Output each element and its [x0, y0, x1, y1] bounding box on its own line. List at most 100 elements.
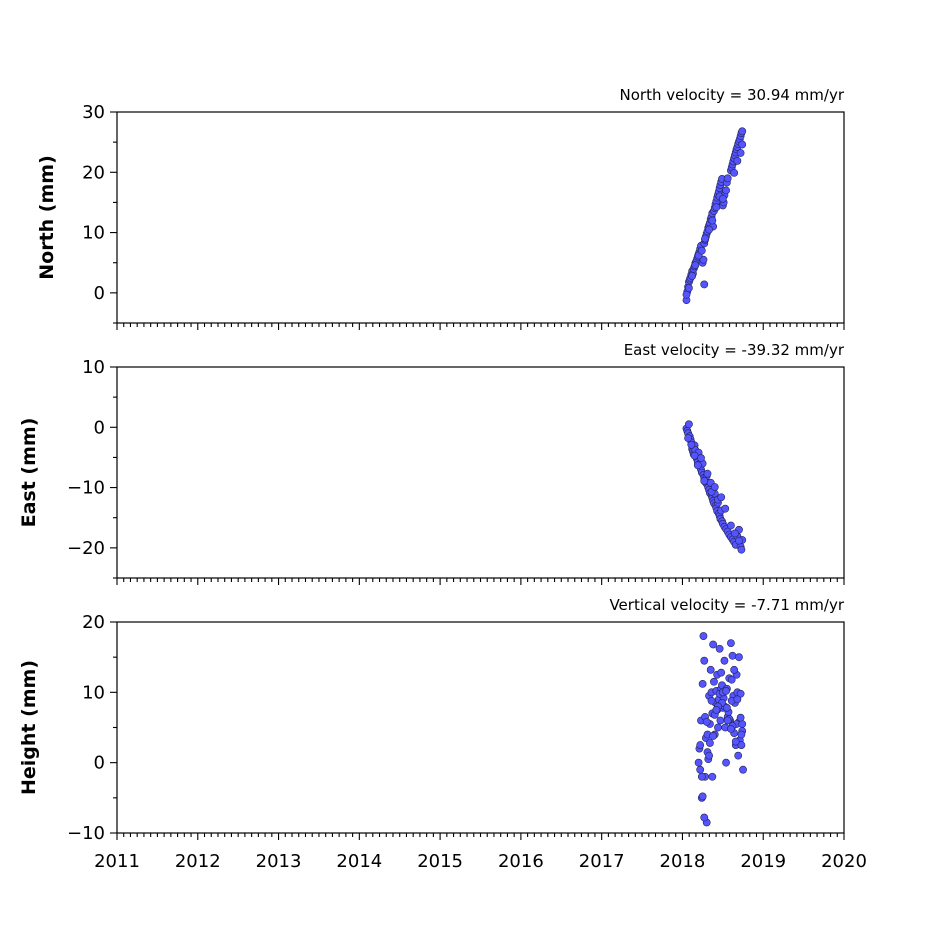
east-y-axis-label: East (mm)	[18, 418, 40, 528]
x-tick-label: 2017	[579, 851, 625, 872]
east-panel: −20 −10 0 10 East (mm) East velocity = -39.32…	[18, 341, 845, 585]
north-data-point	[708, 216, 717, 225]
north-y-tick-label: 10	[82, 223, 105, 244]
height-data-point	[716, 716, 725, 725]
height-data-point	[717, 668, 726, 677]
north-data-point	[738, 127, 747, 136]
height-data-point	[706, 665, 715, 674]
east-y-tick-label: 10	[82, 357, 105, 378]
east-data-point	[685, 420, 693, 429]
height-data-point	[700, 813, 709, 822]
height-data-point	[694, 758, 703, 767]
north-data-point	[705, 225, 714, 234]
height-y-tick-label: 10	[82, 682, 105, 703]
height-data-point	[720, 656, 729, 665]
height-data-point	[739, 765, 747, 774]
east-data-point	[693, 461, 702, 470]
height-data-point	[723, 716, 732, 725]
x-tick-label: 2019	[740, 851, 786, 872]
north-data-point	[688, 272, 697, 280]
height-data-point	[727, 639, 735, 647]
height-data-point	[735, 653, 743, 662]
north-y-axis-label: North (mm)	[36, 155, 58, 280]
east-y-tick-label: −20	[67, 538, 105, 559]
height-data-point	[737, 741, 746, 749]
x-tick-label: 2013	[256, 851, 302, 872]
east-data-point	[687, 440, 696, 449]
north-data-point	[722, 186, 730, 195]
height-data-point	[722, 687, 730, 695]
north-data-point	[733, 156, 742, 165]
north-data-point	[701, 234, 709, 243]
east-velocity-annotation: East velocity = -39.32 mm/yr	[624, 341, 845, 359]
east-data-point	[717, 493, 726, 502]
x-tick-label: 2020	[821, 851, 867, 872]
east-data-point	[731, 529, 739, 538]
height-data-point	[707, 696, 716, 705]
height-data-point	[738, 720, 747, 728]
north-data-point	[738, 140, 747, 149]
north-panel: 0 10 20 30 North (mm) North velocity = 30.94 …	[36, 86, 845, 330]
north-data-point	[682, 290, 691, 299]
height-data-point	[722, 758, 730, 767]
height-data-point	[714, 723, 722, 732]
height-data-point	[702, 717, 711, 726]
height-data-point	[700, 656, 709, 665]
x-tick-label: 2014	[336, 851, 382, 872]
north-y-tick-label: 0	[94, 283, 105, 304]
height-y-axis-label: Height (mm)	[18, 660, 40, 795]
height-data-point	[727, 675, 736, 684]
height-data-point	[715, 644, 724, 653]
height-data-point	[706, 739, 714, 747]
north-data-point	[685, 284, 693, 292]
height-data-point	[731, 737, 740, 746]
east-data-point	[700, 477, 709, 485]
x-tick-label: 2016	[498, 851, 544, 872]
height-data-point	[728, 651, 737, 660]
north-velocity-annotation: North velocity = 30.94 mm/yr	[620, 86, 845, 104]
height-data-point	[698, 792, 707, 801]
east-data-point	[737, 545, 746, 554]
height-data-point	[698, 679, 707, 688]
east-y-tick-label: −10	[67, 478, 105, 499]
height-data-point	[697, 772, 706, 781]
east-data-point	[727, 521, 735, 530]
height-data-point	[733, 695, 742, 704]
height-y-tick-label: −10	[67, 823, 105, 844]
height-data-point	[722, 703, 731, 712]
height-data-point	[696, 741, 705, 749]
east-data-point	[710, 483, 719, 491]
height-data-point	[710, 677, 718, 686]
north-data-point	[712, 203, 721, 212]
north-data-point	[697, 246, 706, 255]
north-y-tick-label: 20	[82, 162, 105, 183]
north-data-point	[723, 174, 732, 183]
height-data-point	[696, 765, 705, 774]
north-data-point	[736, 149, 745, 157]
height-y-tick-label: 20	[82, 612, 105, 633]
east-data-point	[721, 504, 730, 513]
east-data-point	[697, 454, 705, 462]
height-data-point	[708, 772, 717, 781]
north-data-point	[730, 168, 739, 177]
height-data-point	[699, 632, 708, 640]
height-data-point	[737, 730, 746, 739]
x-tick-label: 2018	[660, 851, 706, 872]
height-data-point	[712, 706, 721, 714]
north-data-point	[718, 194, 727, 203]
north-data-point	[700, 280, 709, 289]
east-y-tick-label: 0	[94, 417, 105, 438]
north-data-point	[691, 261, 700, 270]
x-tick-label: 2012	[175, 851, 221, 872]
north-y-tick-label: 30	[82, 102, 105, 123]
height-data-point	[705, 751, 714, 760]
x-tick-label: 2011	[94, 851, 140, 872]
height-data-point	[736, 713, 745, 722]
height-y-tick-label: 0	[94, 753, 105, 774]
height-data-point	[734, 751, 743, 760]
east-data-point	[690, 451, 699, 460]
height-data-point	[730, 665, 739, 674]
height-data-point	[727, 725, 735, 733]
height-panel: −10 0 10 20 2011 2012 2013 2014 2015 2016 2017 2018…	[18, 596, 867, 872]
